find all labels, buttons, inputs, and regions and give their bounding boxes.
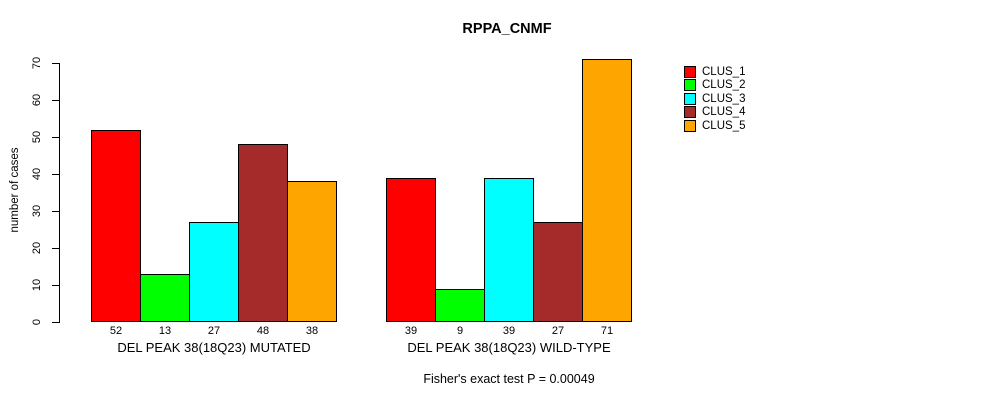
bar-value-label: 27: [207, 325, 221, 337]
y-axis-line: [59, 63, 60, 323]
y-tick-label: 20: [31, 241, 43, 255]
y-tick: [52, 174, 59, 175]
bar-clus_3: [484, 178, 534, 322]
chart-title: RPPA_CNMF: [462, 21, 552, 37]
legend-swatch-clus_4: [684, 106, 696, 118]
bar-clus_3: [189, 222, 239, 322]
y-tick: [52, 137, 59, 138]
group-label: DEL PEAK 38(18Q23) WILD-TYPE: [407, 340, 611, 355]
y-tick: [52, 322, 59, 323]
bar-clus_2: [140, 274, 190, 322]
y-tick: [52, 248, 59, 249]
bar-clus_5: [582, 59, 632, 322]
y-tick: [52, 285, 59, 286]
bar-clus_4: [533, 222, 583, 322]
legend-label-clus_2: CLUS_2: [702, 79, 746, 91]
y-tick: [52, 63, 59, 64]
legend-label-clus_3: CLUS_3: [702, 93, 746, 105]
bar-value-label: 9: [456, 325, 464, 337]
y-axis-label: number of cases: [9, 147, 21, 233]
annotation: Fisher's exact test P = 0.00049: [423, 372, 595, 386]
bar-value-label: 13: [158, 325, 172, 337]
y-tick-label: 70: [31, 56, 43, 70]
bar-clus_4: [238, 144, 288, 322]
legend-swatch-clus_5: [684, 120, 696, 132]
legend-swatch-clus_2: [684, 79, 696, 91]
bar-value-label: 27: [551, 325, 565, 337]
legend-label-clus_5: CLUS_5: [702, 120, 746, 132]
legend-label-clus_4: CLUS_4: [702, 106, 746, 118]
y-tick-label: 50: [31, 130, 43, 144]
group-label: DEL PEAK 38(18Q23) MUTATED: [117, 340, 311, 355]
legend-swatch-clus_1: [684, 66, 696, 78]
bar-value-label: 48: [256, 325, 270, 337]
y-tick-label: 30: [31, 204, 43, 218]
legend-swatch-clus_3: [684, 93, 696, 105]
bar-value-label: 38: [305, 325, 319, 337]
y-tick-label: 60: [31, 93, 43, 107]
bar-value-label: 52: [109, 325, 123, 337]
y-tick: [52, 211, 59, 212]
y-tick-label: 10: [31, 278, 43, 292]
bar-clus_2: [435, 289, 485, 322]
y-tick: [52, 100, 59, 101]
bar-value-label: 39: [502, 325, 516, 337]
legend-label-clus_1: CLUS_1: [702, 66, 746, 78]
y-tick-label: 0: [31, 318, 43, 326]
bar-clus_1: [91, 130, 141, 322]
bar-clus_1: [386, 178, 436, 322]
bar-value-label: 39: [404, 325, 418, 337]
y-tick-label: 40: [31, 167, 43, 181]
bar-clus_5: [287, 181, 337, 322]
bar-value-label: 71: [600, 325, 614, 337]
